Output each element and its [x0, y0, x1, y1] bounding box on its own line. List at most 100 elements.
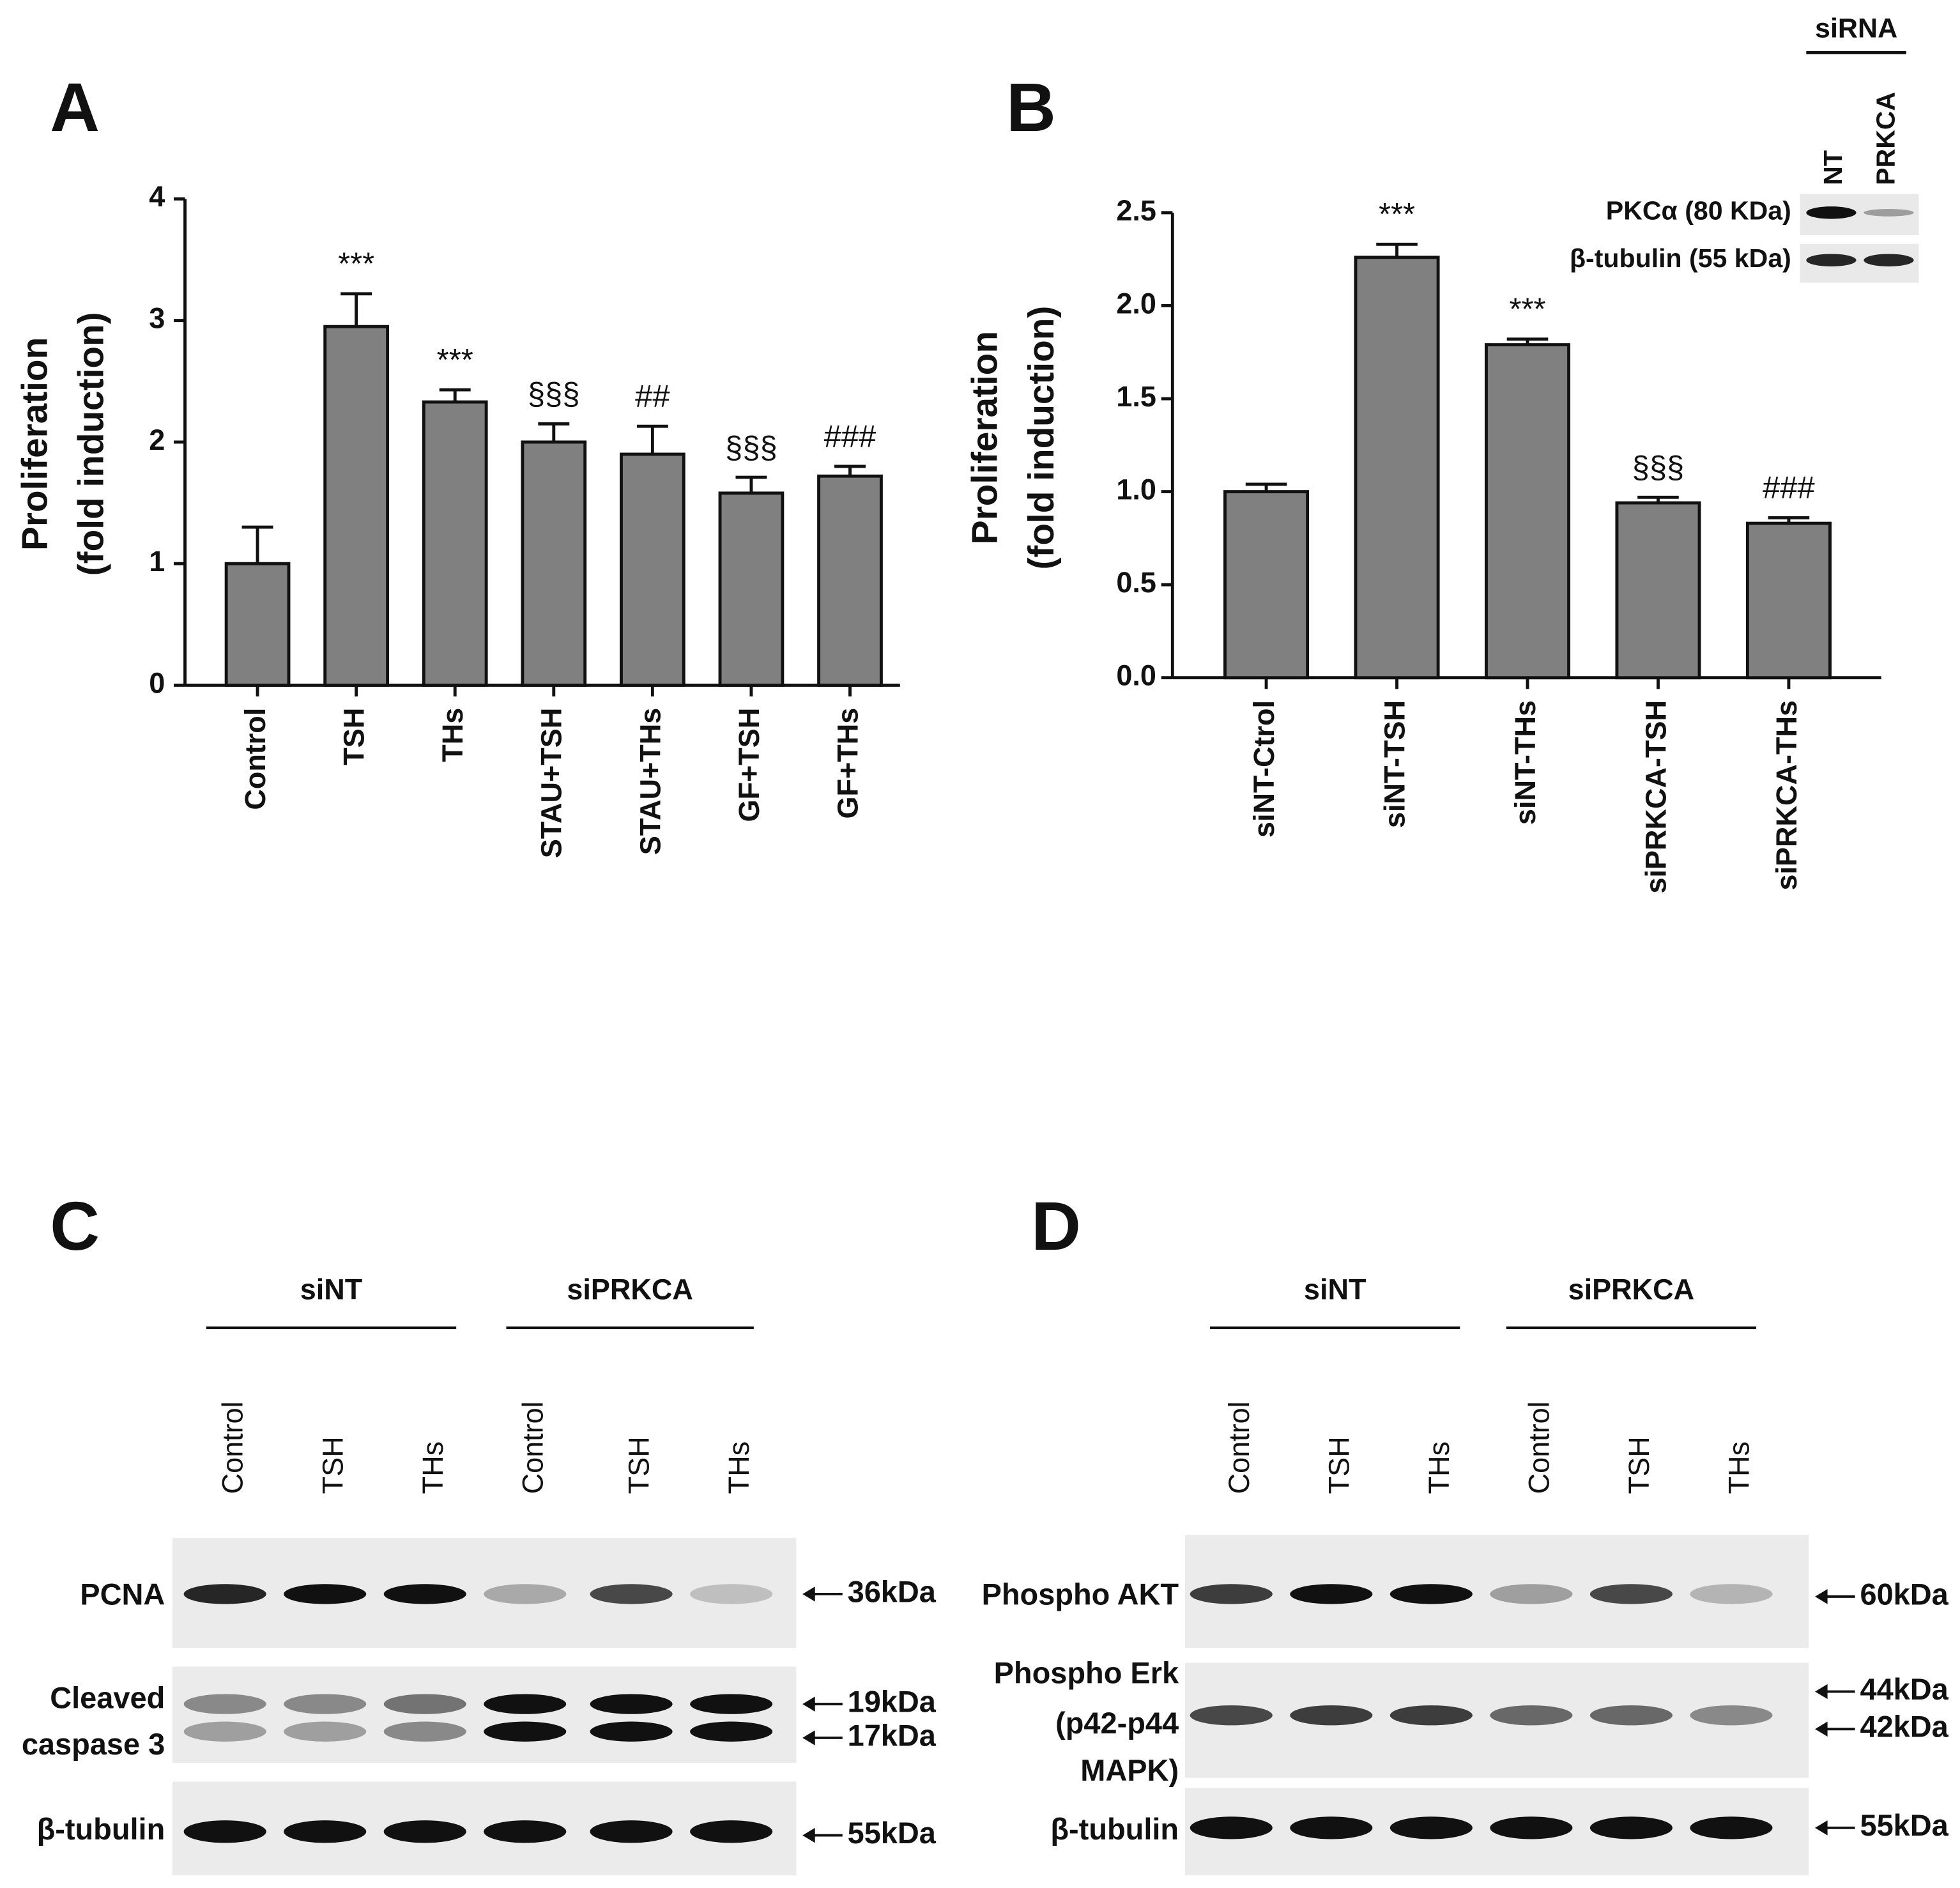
- y-tick-label: 0: [149, 666, 165, 699]
- bar: [422, 400, 488, 687]
- marker-arrowhead: [802, 1730, 815, 1746]
- x-tick-label: GF+THs: [831, 708, 864, 819]
- panel-letter: B: [1006, 69, 1056, 146]
- marker-label: 17kDa: [848, 1718, 937, 1752]
- significance-label: ###: [824, 420, 877, 454]
- lane-label: Control: [1522, 1401, 1555, 1494]
- band: [284, 1721, 367, 1742]
- band: [1490, 1584, 1573, 1604]
- group-label: siPRKCA: [1568, 1273, 1695, 1305]
- y-tick-label: 1: [149, 545, 165, 578]
- band: [484, 1820, 567, 1843]
- band: [1806, 254, 1857, 267]
- lane-label: TSH: [316, 1436, 349, 1494]
- band: [383, 1584, 466, 1604]
- band: [1589, 1816, 1673, 1839]
- panel-letter: A: [50, 69, 100, 146]
- band: [383, 1694, 466, 1714]
- bar: [1354, 256, 1440, 680]
- y-tick-label: 1.0: [1116, 473, 1156, 505]
- marker-arrowhead: [1815, 1820, 1828, 1836]
- marker-arrowhead: [1815, 1589, 1828, 1604]
- band: [183, 1694, 266, 1714]
- band: [590, 1820, 673, 1843]
- band: [1864, 254, 1914, 267]
- lane-label: TSH: [1623, 1436, 1655, 1494]
- lane-label: Control: [1223, 1401, 1255, 1494]
- band: [183, 1820, 266, 1843]
- row-label: (p42-p44: [1055, 1706, 1179, 1740]
- inset-row-label: β-tubulin (55 kDa): [1570, 243, 1791, 273]
- significance-label: ##: [635, 380, 670, 414]
- band: [1190, 1705, 1273, 1726]
- marker-arrowhead: [802, 1696, 815, 1712]
- y-tick-label: 4: [149, 180, 165, 213]
- x-tick-label: siNT-Ctrol: [1248, 700, 1280, 838]
- y-tick-label: 0.0: [1116, 659, 1156, 692]
- band: [183, 1721, 266, 1742]
- bar: [323, 325, 390, 687]
- band: [484, 1694, 567, 1714]
- bar: [521, 440, 587, 687]
- lane-label: Control: [516, 1401, 549, 1494]
- bar: [620, 452, 685, 687]
- x-tick-label: siNT-TSH: [1378, 700, 1411, 828]
- marker-arrowhead: [802, 1586, 815, 1602]
- marker-label: 44kDa: [1860, 1672, 1949, 1706]
- blot: [1184, 1535, 1809, 1648]
- y-tick-label: 2.5: [1116, 194, 1156, 227]
- significance-label: ***: [1509, 293, 1545, 327]
- significance-label: §§§: [1632, 450, 1685, 485]
- x-tick-label: siNT-THs: [1509, 700, 1542, 825]
- band: [1390, 1816, 1473, 1839]
- y-tick-label: 2: [149, 424, 165, 456]
- marker-label: 55kDa: [1860, 1808, 1949, 1842]
- significance-label: ###: [1763, 471, 1815, 505]
- lane-label: Control: [217, 1401, 249, 1494]
- band: [284, 1694, 367, 1714]
- band: [383, 1820, 466, 1843]
- blot: [172, 1666, 797, 1763]
- bar: [1745, 521, 1832, 680]
- band: [284, 1820, 367, 1843]
- significance-label: §§§: [528, 377, 580, 411]
- y-tick-label: 1.5: [1116, 380, 1156, 413]
- band: [690, 1694, 773, 1714]
- row-label: MAPK): [1080, 1753, 1179, 1787]
- bar: [817, 474, 883, 687]
- lane-label: TSH: [1322, 1436, 1355, 1494]
- row-label: Phospho Erk: [994, 1656, 1179, 1690]
- row-label: caspase 3: [22, 1727, 165, 1761]
- inset-lane-label: PRKCA: [1871, 92, 1900, 185]
- band: [1390, 1584, 1473, 1604]
- y-axis-label: (fold induction): [1022, 306, 1062, 570]
- row-label: PCNA: [80, 1577, 165, 1611]
- band: [1690, 1816, 1773, 1839]
- band: [690, 1820, 773, 1843]
- band: [1864, 209, 1914, 217]
- band: [1806, 206, 1857, 219]
- y-tick-label: 0.5: [1116, 566, 1156, 599]
- row-label: β-tubulin: [37, 1812, 165, 1846]
- band: [383, 1721, 466, 1742]
- band: [1490, 1816, 1573, 1839]
- bar: [1223, 490, 1310, 680]
- x-tick-label: Control: [239, 708, 272, 810]
- lane-label: THs: [417, 1441, 449, 1494]
- inset-group-label: siRNA: [1815, 13, 1897, 44]
- significance-label: §§§: [725, 431, 777, 465]
- x-tick-label: STAU+THs: [634, 708, 666, 855]
- band: [590, 1584, 673, 1604]
- lane-label: THs: [723, 1441, 755, 1494]
- x-tick-label: STAU+TSH: [535, 708, 568, 858]
- band: [690, 1584, 773, 1604]
- row-label: Cleaved: [50, 1681, 165, 1715]
- row-label: Phospho AKT: [982, 1577, 1179, 1611]
- band: [1589, 1584, 1673, 1604]
- band: [284, 1584, 367, 1604]
- x-tick-label: THs: [436, 708, 469, 762]
- band: [590, 1694, 673, 1714]
- group-label: siNT: [1304, 1273, 1367, 1305]
- band: [1690, 1584, 1773, 1604]
